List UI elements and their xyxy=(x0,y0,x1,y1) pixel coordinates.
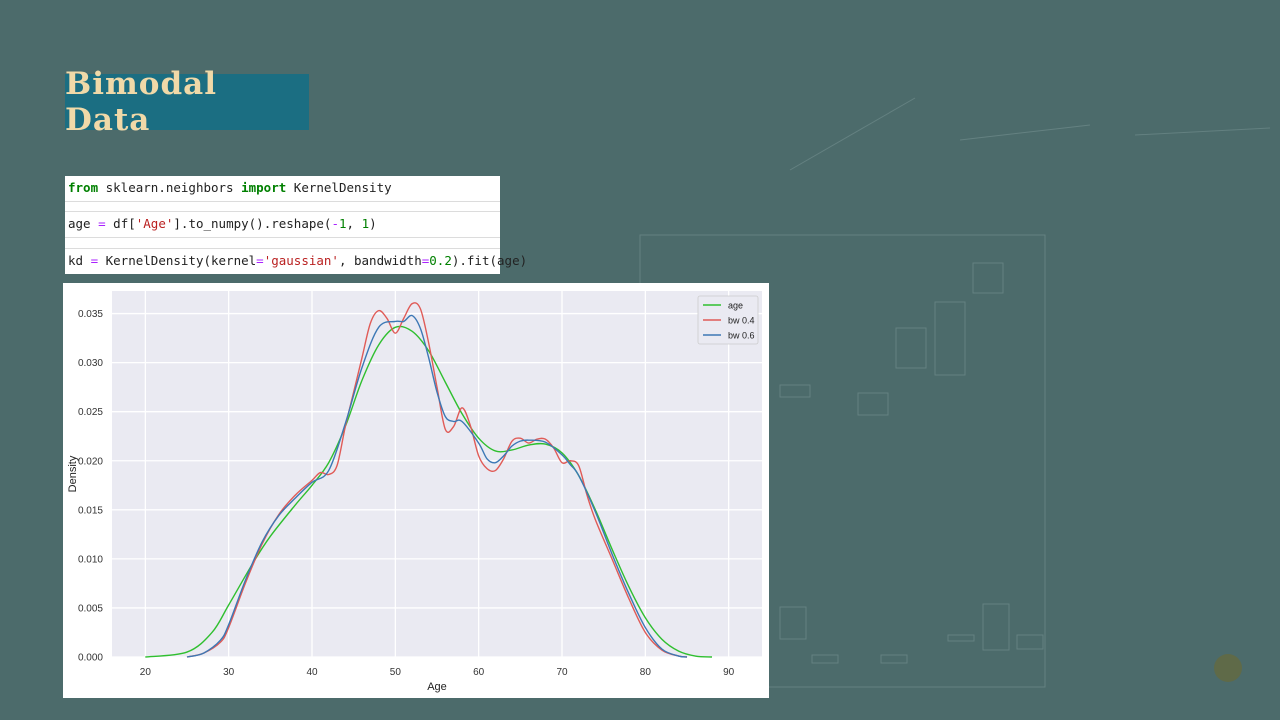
code-line-reshape: age = df['Age'].to_numpy().reshape(-1, 1… xyxy=(65,212,500,236)
code-separator xyxy=(65,248,500,249)
code-token: ).fit(age) xyxy=(451,253,528,268)
x-tick-label: 70 xyxy=(556,667,568,678)
y-tick-label: 0.020 xyxy=(78,456,103,467)
x-tick-label: 20 xyxy=(140,667,152,678)
code-token: df[ xyxy=(105,216,136,231)
code-token: , xyxy=(346,216,362,231)
code-line-import: from sklearn.neighbors import KernelDens… xyxy=(65,176,500,200)
code-token: import xyxy=(241,180,287,195)
series-line-age xyxy=(145,325,713,658)
code-token: 0.2 xyxy=(429,253,452,268)
code-token: = xyxy=(421,253,430,268)
y-axis-label: Density xyxy=(67,455,79,492)
x-axis-label: Age xyxy=(427,681,447,693)
legend-label: bw 0.6 xyxy=(728,331,755,341)
code-token: sklearn.neighbors xyxy=(98,180,242,195)
code-snippet: from sklearn.neighbors import KernelDens… xyxy=(65,176,527,274)
x-tick-label: 60 xyxy=(473,667,485,678)
series-line-bw-0-4 xyxy=(186,302,688,658)
x-tick-label: 30 xyxy=(223,667,235,678)
y-tick-label: 0.005 xyxy=(78,603,103,614)
kde-chart: 20 30 40 50 60 70 80 90 0.000 0.005 0.010 0.015 0.02… xyxy=(63,283,769,698)
slide-title-box: Bimodal Data xyxy=(65,66,309,138)
plot-area xyxy=(112,291,762,657)
code-line-fit: kd = KernelDensity(kernel='gaussian', ba… xyxy=(65,249,527,273)
y-tick-label: 0.000 xyxy=(78,653,103,664)
code-token: = xyxy=(90,253,99,268)
code-token: ].to_numpy().reshape( xyxy=(173,216,332,231)
x-tick-label: 50 xyxy=(390,667,402,678)
code-token: - xyxy=(331,216,339,231)
y-tick-label: 0.025 xyxy=(78,407,103,418)
code-token: = xyxy=(256,253,264,268)
code-token: 'Age' xyxy=(135,216,174,231)
code-token: from xyxy=(68,180,99,195)
code-token: , bandwidth xyxy=(338,253,422,268)
y-tick-label: 0.010 xyxy=(78,554,103,565)
x-tick-label: 90 xyxy=(723,667,735,678)
series-line-bw-0-6 xyxy=(186,314,688,658)
y-tick-label: 0.015 xyxy=(78,505,103,516)
code-token: ) xyxy=(369,216,377,231)
kde-chart-svg: 20 30 40 50 60 70 80 90 0.000 0.005 0.010 0.015 0.02… xyxy=(67,291,762,693)
x-tick-label: 80 xyxy=(640,667,652,678)
code-separator xyxy=(65,211,500,212)
code-token: 1 xyxy=(338,216,347,231)
slide-title: Bimodal Data xyxy=(65,66,217,138)
code-token: KernelDensity xyxy=(286,180,392,195)
legend-label: age xyxy=(728,301,743,311)
y-tick-label: 0.030 xyxy=(78,358,103,369)
x-tick-label: 40 xyxy=(306,667,318,678)
legend-box xyxy=(697,295,759,345)
y-tick-label: 0.035 xyxy=(78,309,103,320)
code-token: = xyxy=(98,216,106,231)
code-token: 1 xyxy=(361,216,370,231)
code-token: 'gaussian' xyxy=(263,253,339,268)
code-separator xyxy=(65,201,500,202)
code-separator xyxy=(65,237,500,238)
code-token: age xyxy=(68,216,99,231)
code-token: KernelDensity(kernel xyxy=(98,253,257,268)
nav-circle-button[interactable] xyxy=(1214,654,1242,682)
code-token: kd xyxy=(68,253,91,268)
legend-label: bw 0.4 xyxy=(728,316,755,326)
